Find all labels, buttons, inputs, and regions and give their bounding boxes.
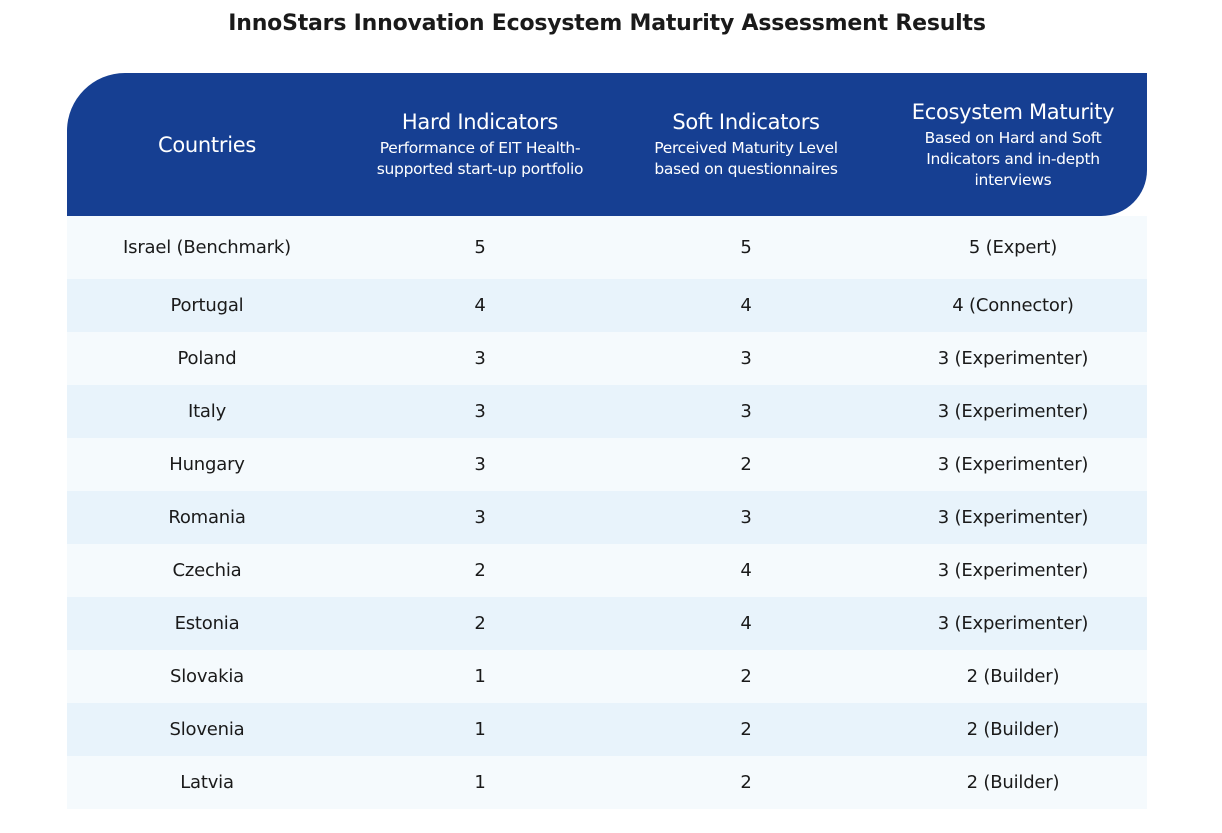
soft-indicator-cell: 3 [740,506,752,528]
hard-indicator-cell: 1 [474,665,486,687]
soft-indicator-cell: 2 [740,718,752,740]
maturity-cell: 3 (Experimenter) [937,453,1089,475]
maturity-cell: 2 (Builder) [966,771,1060,793]
maturity-cell: 3 (Experimenter) [937,612,1089,634]
header-ecosystem-maturity-title: Ecosystem Maturity [911,99,1115,124]
table-row: Italy 3 3 3 (Experimenter) [67,385,1147,438]
table-row: Israel (Benchmark) 5 5 5 (Expert) [67,216,1147,279]
country-cell: Slovenia [169,718,245,740]
header-hard-indicators-subtitle: Performance of EIT Health-supported star… [376,139,584,178]
hard-indicator-cell: 1 [474,718,486,740]
table-row: Romania 3 3 3 (Experimenter) [67,491,1147,544]
header-soft-indicators: Soft Indicators Perceived Maturity Level… [613,73,879,216]
country-cell: Hungary [169,453,245,475]
maturity-cell: 3 (Experimenter) [937,347,1089,369]
table-header: Countries Hard Indicators Performance of… [67,73,1147,216]
country-cell: Israel (Benchmark) [123,236,291,258]
maturity-cell: 4 (Connector) [952,294,1074,316]
soft-indicator-cell: 4 [740,559,752,581]
soft-indicator-cell: 4 [740,612,752,634]
soft-indicator-cell: 2 [740,771,752,793]
country-cell: Latvia [180,771,234,793]
country-cell: Slovakia [170,665,244,687]
maturity-cell: 3 (Experimenter) [937,400,1089,422]
table-row: Slovenia 1 2 2 (Builder) [67,703,1147,756]
header-ecosystem-maturity-subtitle: Based on Hard and Soft Indicators and in… [924,128,1102,189]
soft-indicator-cell: 5 [740,236,752,258]
header-ecosystem-maturity: Ecosystem Maturity Based on Hard and Sof… [879,73,1147,216]
country-cell: Italy [187,400,227,422]
table-body: Israel (Benchmark) 5 5 5 (Expert) Portug… [67,216,1147,809]
hard-indicator-cell: 3 [474,347,486,369]
table-row: Latvia 1 2 2 (Builder) [67,756,1147,809]
assessment-table: Countries Hard Indicators Performance of… [67,73,1147,809]
maturity-cell: 2 (Builder) [966,718,1060,740]
maturity-cell: 3 (Experimenter) [937,506,1089,528]
table-row: Czechia 2 4 3 (Experimenter) [67,544,1147,597]
hard-indicator-cell: 3 [474,400,486,422]
hard-indicator-cell: 2 [474,612,486,634]
page-title: InnoStars Innovation Ecosystem Maturity … [228,11,986,36]
header-soft-indicators-subtitle: Perceived Maturity Level based on questi… [654,139,838,178]
soft-indicator-cell: 2 [740,665,752,687]
soft-indicator-cell: 3 [740,347,752,369]
table-row: Hungary 3 2 3 (Experimenter) [67,438,1147,491]
table-row: Slovakia 1 2 2 (Builder) [67,650,1147,703]
table-row: Portugal 4 4 4 (Connector) [67,279,1147,332]
country-cell: Czechia [172,559,242,581]
header-countries-title: Countries [158,132,256,157]
table-row: Poland 3 3 3 (Experimenter) [67,332,1147,385]
table-row: Estonia 2 4 3 (Experimenter) [67,597,1147,650]
soft-indicator-cell: 4 [740,294,752,316]
header-hard-indicators-title: Hard Indicators [401,110,559,134]
country-cell: Estonia [174,612,240,634]
header-hard-indicators: Hard Indicators Performance of EIT Healt… [347,73,613,216]
maturity-cell: 5 (Expert) [968,236,1058,258]
hard-indicator-cell: 1 [474,771,486,793]
country-cell: Romania [168,506,246,528]
soft-indicator-cell: 3 [740,400,752,422]
header-soft-indicators-title: Soft Indicators [672,110,820,134]
soft-indicator-cell: 2 [740,453,752,475]
header-countries: Countries [67,73,347,216]
country-cell: Poland [177,347,237,369]
hard-indicator-cell: 3 [474,506,486,528]
hard-indicator-cell: 3 [474,453,486,475]
hard-indicator-cell: 2 [474,559,486,581]
maturity-cell: 2 (Builder) [966,665,1060,687]
country-cell: Portugal [170,294,244,316]
hard-indicator-cell: 5 [474,236,486,258]
maturity-cell: 3 (Experimenter) [937,559,1089,581]
hard-indicator-cell: 4 [474,294,486,316]
